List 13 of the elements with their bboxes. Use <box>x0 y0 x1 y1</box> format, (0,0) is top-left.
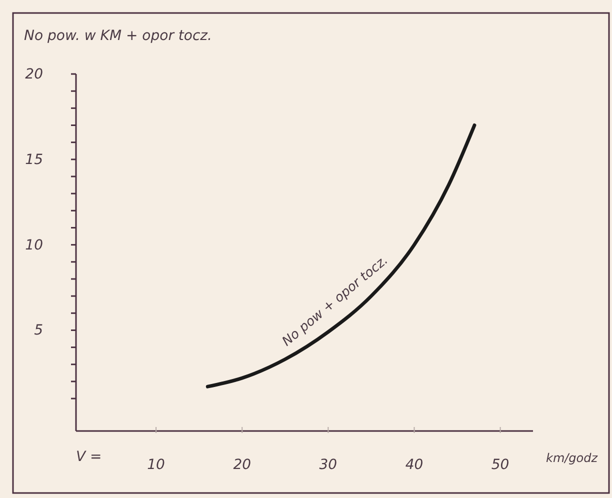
x-tick-label: 30 <box>319 456 338 473</box>
x-tick-label: 50 <box>491 456 510 473</box>
y-tick-label: 20 <box>25 66 44 82</box>
y-tick-label: 15 <box>25 152 44 168</box>
y-tick-label: 5 <box>34 322 44 339</box>
line-series <box>206 123 476 388</box>
x-tick-label: 20 <box>233 456 252 473</box>
x-tick-label: 40 <box>405 456 424 473</box>
x-tick-label: 10 <box>147 456 166 473</box>
x-axis-title: km/godz <box>546 451 598 465</box>
y-tick-label: 10 <box>25 237 44 254</box>
y-axis-title: No pow. w KM + opor tocz. <box>24 28 212 44</box>
text: V = <box>76 449 102 465</box>
